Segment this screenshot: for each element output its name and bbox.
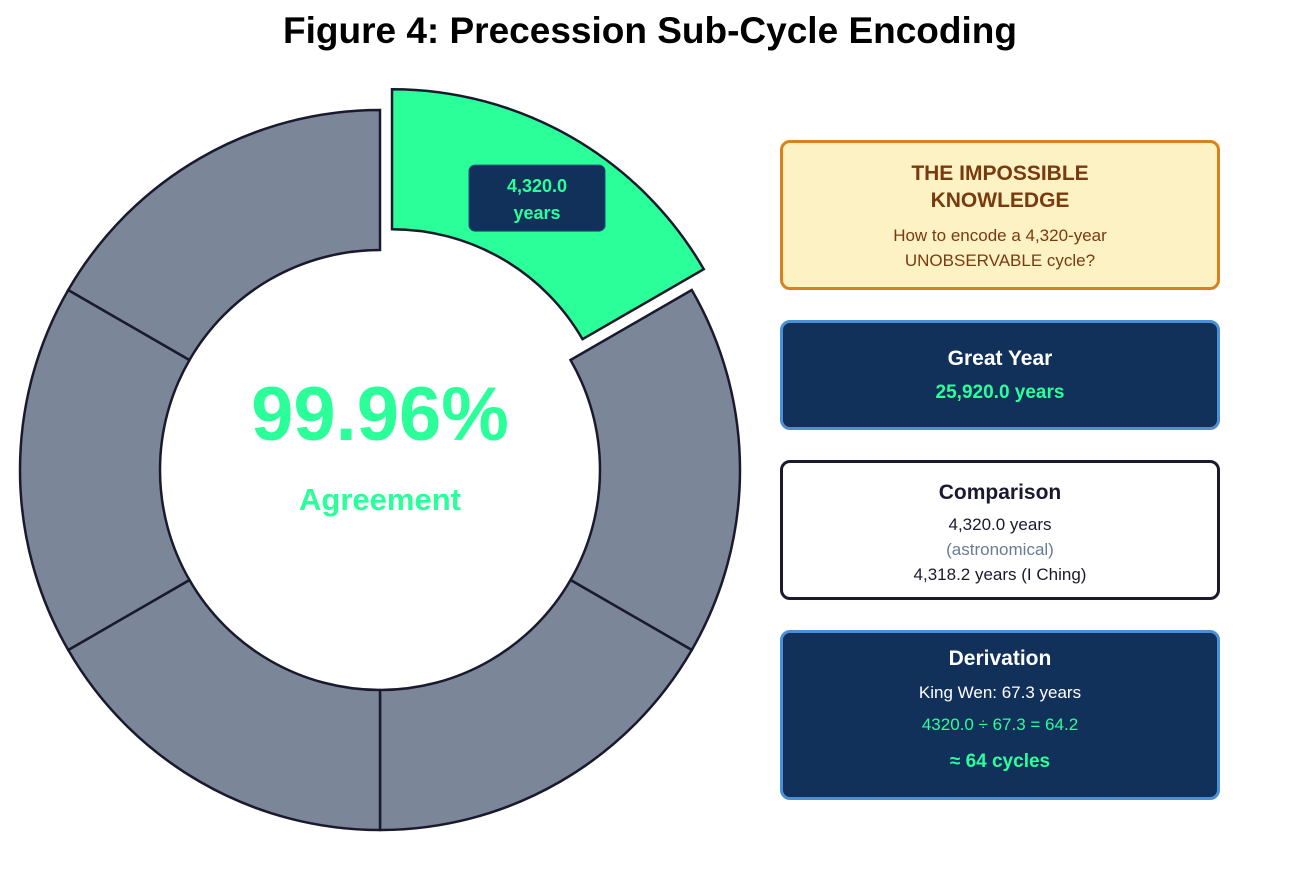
center-value: 99.96% [251,372,509,457]
impossible-knowledge-panel: THE IMPOSSIBLE KNOWLEDGE How to encode a… [780,140,1220,290]
derivation-result: ≈ 64 cycles [949,751,1051,772]
derivation-heading: Derivation [948,647,1052,670]
derivation-panel: Derivation King Wen: 67.3 years 4320.0 ÷… [780,630,1220,800]
donut-center: 99.96% Agreement [251,372,509,517]
donut-segment [66,578,382,832]
donut-chart: 4,320.0 years 99.96% Agreement [18,87,742,832]
chart-title: Figure 4: Precession Sub-Cycle Encoding [282,10,1017,51]
great-year-panel: Great Year 25,920.0 years [780,320,1220,430]
donut-segments: 4,320.0 years [18,87,742,832]
center-label: Agreement [299,482,461,517]
comparison-panel: Comparison 4,320.0 years (astronomical) … [780,460,1220,600]
donut-segment [18,288,192,652]
impossible-heading: THE IMPOSSIBLE KNOWLEDGE [911,162,1089,212]
comparison-heading: Comparison [938,481,1062,504]
donut-segment [568,288,742,652]
segment-data-label: years [513,203,560,223]
derivation-king-wen: King Wen: 67.3 years [918,683,1082,702]
comparison-astronomical-value: 4,320.0 years [948,515,1052,534]
donut-segment [66,108,382,362]
great-year-heading: Great Year [947,347,1053,370]
comparison-iching-value: 4,318.2 years (I Ching) [913,565,1087,584]
great-year-value: 25,920.0 years [935,382,1065,403]
donut-segment [378,578,694,832]
comparison-astronomical-note: (astronomical) [946,540,1054,559]
derivation-formula: 4320.0 ÷ 67.3 = 64.2 [921,715,1079,734]
segment-data-label: 4,320.0 [507,176,567,196]
impossible-text: How to encode a 4,320-year UNOBSERVABLE … [893,226,1107,270]
segment-label-box [468,164,606,232]
